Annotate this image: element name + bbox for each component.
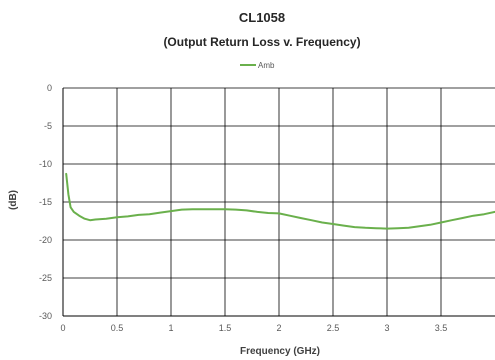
x-axis-label: Frequency (GHz)	[240, 346, 320, 357]
y-tick-label: -10	[39, 159, 52, 169]
x-tick-label: 0	[60, 323, 65, 333]
y-tick-label: -25	[39, 273, 52, 283]
series-line-amb	[65, 172, 495, 230]
y-axis-ticks: 0 -5 -10 -15 -20 -25 -30	[39, 83, 52, 321]
y-tick-label: -5	[44, 121, 52, 131]
legend: Amb	[240, 61, 275, 70]
x-tick-label: 2.5	[327, 323, 340, 333]
y-tick-label: -15	[39, 197, 52, 207]
x-tick-label: 3	[384, 323, 389, 333]
x-tick-label: 2	[276, 323, 281, 333]
plot-area	[62, 87, 495, 317]
legend-label-amb: Amb	[258, 61, 275, 70]
x-tick-label: 1	[168, 323, 173, 333]
y-tick-label: -20	[39, 235, 52, 245]
y-axis-label: (dB)	[8, 190, 19, 210]
x-axis-ticks: 0 0.5 1 1.5 2 2.5 3 3.5	[60, 323, 447, 333]
x-tick-label: 1.5	[219, 323, 232, 333]
chart-subtitle: (Output Return Loss v. Frequency)	[163, 35, 360, 49]
y-tick-label: -30	[39, 311, 52, 321]
x-tick-label: 3.5	[435, 323, 448, 333]
chart-title: CL1058	[239, 10, 285, 25]
x-tick-label: 0.5	[111, 323, 124, 333]
y-tick-label: 0	[47, 83, 52, 93]
